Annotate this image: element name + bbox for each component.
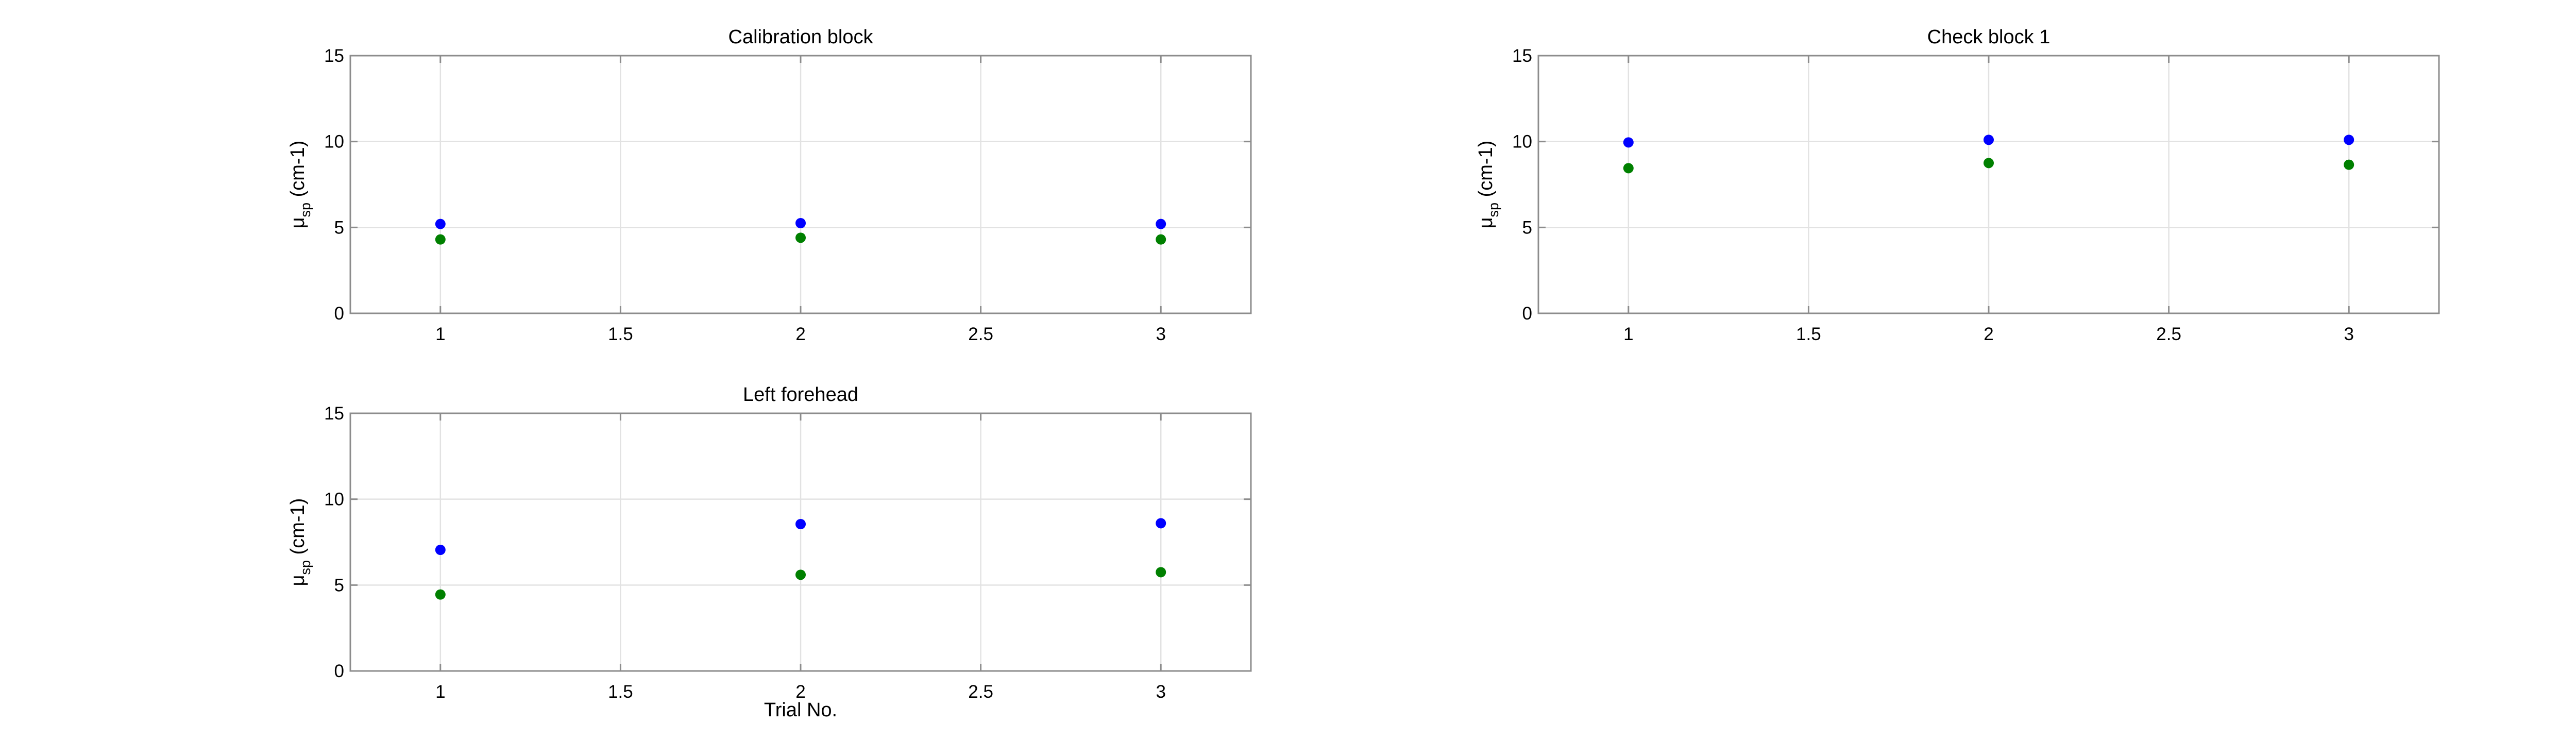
series-1	[1623, 135, 2354, 148]
series-2	[435, 567, 1166, 600]
y-axis-label-subscript: sp	[298, 560, 313, 575]
y-axis-label: μsp (cm-1)	[1475, 141, 1501, 229]
chart-title: Calibration block	[728, 26, 874, 48]
chart-title: Left forehead	[743, 384, 858, 406]
series-1	[435, 518, 1166, 555]
x-tick-label: 2.5	[2156, 324, 2181, 344]
y-axis-label: μsp (cm-1)	[287, 141, 313, 229]
y-tick-label: 15	[324, 46, 344, 66]
y-tick-label: 15	[324, 404, 344, 424]
x-tick-label: 1.5	[608, 682, 633, 702]
data-point	[435, 219, 446, 229]
y-axis-label-unit: (cm-1)	[1475, 141, 1497, 203]
y-axis-label-unit: (cm-1)	[287, 141, 309, 203]
data-point	[1623, 137, 1634, 148]
data-point	[2344, 159, 2354, 170]
data-point	[1156, 567, 1166, 578]
x-tick-label: 1	[435, 324, 445, 344]
y-tick-label: 15	[1512, 46, 1532, 66]
data-point	[1156, 234, 1166, 245]
y-tick-label: 0	[334, 661, 344, 681]
data-point	[435, 234, 446, 245]
x-tick-label: 1.5	[608, 324, 633, 344]
x-tick-label: 2	[795, 324, 805, 344]
x-axis-label: Trial No.	[764, 699, 837, 721]
y-axis-label-unit: (cm-1)	[287, 498, 309, 560]
y-axis-label-subscript: sp	[298, 203, 313, 217]
x-tick-label: 1	[435, 682, 445, 702]
y-axis-label-symbol: μ	[287, 575, 309, 586]
subplot-1: 1 1.5 2 2.5 3 0 5 10 15 Calibration block μsp (cm-…	[287, 26, 1252, 344]
y-axis-label-symbol: μ	[287, 217, 309, 228]
y-tick-label: 10	[1512, 132, 1532, 152]
data-point	[435, 589, 446, 600]
y-axis-label-subscript: sp	[1486, 203, 1501, 217]
data-point	[1623, 163, 1634, 174]
y-tick-label: 0	[334, 304, 344, 324]
y-axis-label: μsp (cm-1)	[287, 498, 313, 586]
x-tick-label: 3	[1156, 682, 1165, 702]
y-tick-label: 10	[324, 490, 344, 510]
x-tick-label: 2.5	[968, 324, 993, 344]
x-tick-label: 1	[1623, 324, 1633, 344]
x-tick-label: 2	[795, 682, 805, 702]
data-point	[1984, 158, 1994, 169]
series-1	[435, 218, 1166, 229]
subplot-2: 1 1.5 2 2.5 3 0 5 10 15 Check block 1 μsp (cm-1)	[1475, 26, 2440, 344]
data-point	[795, 519, 806, 529]
y-tick-label: 5	[334, 575, 344, 595]
subplot-3: 1 1.5 2 2.5 3 0 5 10 15 Left forehead μsp (cm-1) Tr…	[287, 384, 1252, 721]
y-tick-label: 10	[324, 132, 344, 152]
y-tick-label: 5	[334, 217, 344, 238]
data-point	[795, 232, 806, 243]
series-2	[435, 232, 1166, 245]
data-point	[1156, 219, 1166, 229]
series-2	[1623, 158, 2354, 174]
data-point	[795, 218, 806, 228]
x-tick-label: 3	[1156, 324, 1165, 344]
y-tick-label: 0	[1522, 304, 1532, 324]
data-point	[795, 569, 806, 580]
x-tick-label: 2.5	[968, 682, 993, 702]
data-point	[1156, 518, 1166, 529]
x-tick-label: 2	[1984, 324, 1993, 344]
chart-title: Check block 1	[1927, 26, 2050, 48]
data-point	[1984, 135, 1994, 145]
data-point	[2344, 135, 2354, 145]
data-point	[435, 545, 446, 555]
x-tick-label: 1.5	[1796, 324, 1821, 344]
y-axis-label-symbol: μ	[1475, 217, 1497, 228]
x-tick-label: 3	[2344, 324, 2353, 344]
y-tick-label: 5	[1522, 217, 1532, 238]
